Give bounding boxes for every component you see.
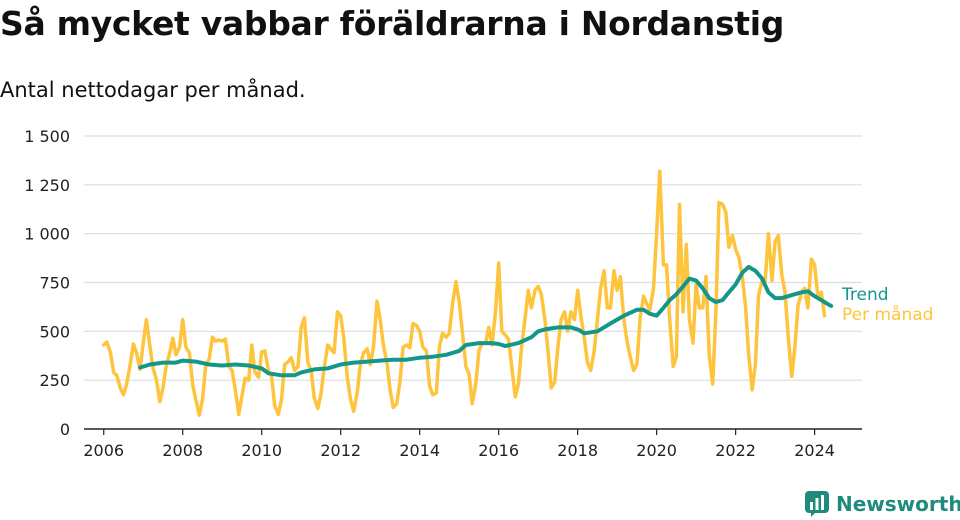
x-tick-label: 2016 xyxy=(478,441,519,460)
legend-label-monthly: Per månad xyxy=(842,304,933,325)
x-tick-label: 2014 xyxy=(399,441,440,460)
grid-lines xyxy=(84,135,862,381)
x-tick-label: 2008 xyxy=(162,441,203,460)
x-tick-label: 2020 xyxy=(636,441,677,460)
y-tick-label: 1 000 xyxy=(24,225,70,244)
y-tick-label: 250 xyxy=(39,371,70,390)
series-lines xyxy=(101,169,834,418)
brand-logo: Newsworthy xyxy=(804,490,960,518)
chart-subtitle: Antal nettodagar per månad. xyxy=(0,78,306,102)
y-tick-label: 500 xyxy=(39,322,70,341)
x-tick-label: 2012 xyxy=(320,441,361,460)
x-tick-label: 2006 xyxy=(83,441,124,460)
y-tick-label: 1 500 xyxy=(24,127,70,146)
chart-title: Så mycket vabbar föräldrarna i Nordansti… xyxy=(0,4,785,43)
legend-label-trend: Trend xyxy=(841,285,889,305)
bar-chart-bubble-icon xyxy=(805,491,829,517)
brand-name: Newsworthy xyxy=(836,492,960,516)
y-tick-label: 750 xyxy=(39,274,70,293)
y-tick-label: 1 250 xyxy=(24,176,70,195)
x-tick-label: 2018 xyxy=(557,441,598,460)
y-tick-label: 0 xyxy=(60,420,70,439)
x-tick-label: 2022 xyxy=(715,441,756,460)
x-tick-label: 2010 xyxy=(241,441,282,460)
series-line-monthly xyxy=(101,169,827,418)
axes: 0 250 500 750 1 000 1 250 1 500 2006 2008 2010 201… xyxy=(24,127,862,460)
x-tick-label: 2024 xyxy=(794,441,835,460)
series-line-trend xyxy=(138,264,834,378)
